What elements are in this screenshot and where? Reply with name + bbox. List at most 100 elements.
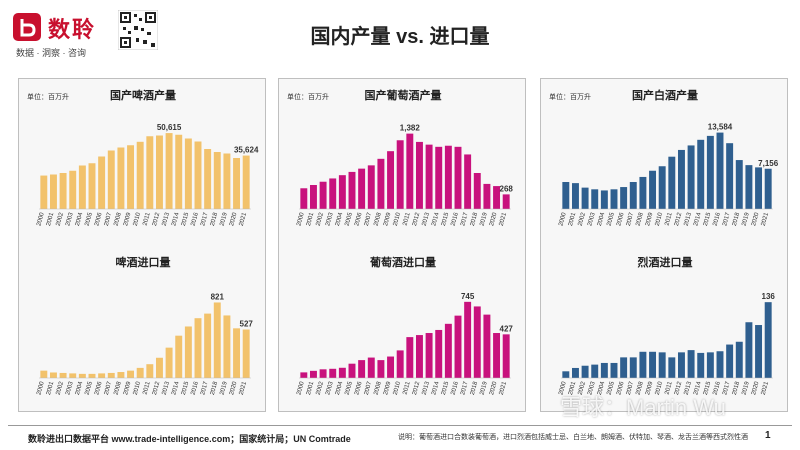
chart-title: 国产葡萄酒产量 <box>365 88 442 102</box>
tick-label: 2002 <box>55 380 65 396</box>
tick-label: 2020 <box>488 211 498 227</box>
tick-label: 2016 <box>450 380 460 396</box>
bar <box>454 146 462 209</box>
tick-label: 2016 <box>450 211 460 227</box>
page-title: 国内产量 vs. 进口量 <box>310 26 490 48</box>
tick-label: 2001 <box>305 211 315 227</box>
bar <box>658 352 666 378</box>
data-label: 7,156 <box>758 159 779 168</box>
tick-label: 2013 <box>683 211 693 227</box>
bar <box>629 357 637 378</box>
bar <box>473 306 481 378</box>
bar <box>658 166 666 209</box>
bar <box>213 302 221 378</box>
bar <box>444 145 452 209</box>
bar <box>309 185 317 209</box>
tick-label: 2015 <box>180 380 190 396</box>
tick-label: 2011 <box>402 211 412 226</box>
bar <box>562 182 570 209</box>
bar <box>367 165 375 209</box>
tick-label: 2021 <box>238 211 248 227</box>
tick-label: 2020 <box>750 211 760 227</box>
bar <box>610 189 618 209</box>
tick-label: 2012 <box>673 211 683 227</box>
tick-label: 2001 <box>567 380 577 396</box>
footer-source: 数聆进出口数据平台 www.trade-intelligence.com；国家统… <box>28 434 351 444</box>
tick-label: 2005 <box>344 380 354 396</box>
tick-label: 2006 <box>615 211 625 227</box>
tick-label: 2018 <box>469 211 479 227</box>
tick-label: 2005 <box>606 211 616 227</box>
tick-label: 2011 <box>142 380 152 395</box>
tick-label: 2011 <box>142 211 152 226</box>
tick-label: 2008 <box>635 380 645 396</box>
bar <box>175 335 183 378</box>
tick-label: 2010 <box>392 380 402 396</box>
bar <box>435 146 443 209</box>
tick-label: 2017 <box>721 380 731 396</box>
bar <box>165 347 173 378</box>
bar <box>377 360 385 378</box>
tick-label: 2017 <box>199 380 209 396</box>
panel-wine: 单位：百万升 国产葡萄酒产量 2000 2001 2002 2003 2004 2005 200… <box>278 78 526 412</box>
bar <box>59 173 67 209</box>
tick-label: 2010 <box>132 380 142 396</box>
bar <box>454 315 462 378</box>
tick-label: 2013 <box>421 211 431 227</box>
tick-label: 2005 <box>84 211 94 227</box>
tick-label: 2020 <box>228 211 238 227</box>
tick-label: 2020 <box>488 380 498 396</box>
tick-label: 2007 <box>363 380 373 396</box>
bar <box>620 187 628 209</box>
tick-label: 2012 <box>411 380 421 396</box>
tick-label: 2002 <box>315 380 325 396</box>
tick-label: 2014 <box>170 380 180 396</box>
bar <box>233 328 241 378</box>
tick-label: 2012 <box>151 211 161 227</box>
footer-divider <box>8 425 792 426</box>
bar <box>668 357 676 378</box>
bar <box>745 322 753 378</box>
bar <box>338 175 346 209</box>
bar <box>146 136 154 209</box>
bar <box>639 176 647 209</box>
tick-label: 2009 <box>382 380 392 396</box>
tick-label: 2018 <box>731 211 741 227</box>
bar <box>677 149 685 209</box>
bar <box>155 135 163 209</box>
tick-label: 2019 <box>219 380 229 396</box>
tick-label: 2001 <box>45 380 55 396</box>
bar <box>204 149 212 209</box>
bar <box>300 188 308 209</box>
tick-label: 2000 <box>295 380 305 396</box>
bar <box>687 145 695 209</box>
tick-label: 2006 <box>615 380 625 396</box>
tick-label: 2017 <box>721 211 731 227</box>
tick-label: 2014 <box>170 211 180 227</box>
bar <box>242 329 250 378</box>
tick-label: 2004 <box>334 380 344 396</box>
bar <box>396 140 404 209</box>
bar <box>435 329 443 378</box>
tick-label: 2011 <box>664 380 674 395</box>
tick-label: 2014 <box>430 380 440 396</box>
data-label: 268 <box>500 184 514 193</box>
tick-label: 2010 <box>654 380 664 396</box>
bar <box>367 357 375 378</box>
bar <box>213 152 221 209</box>
tick-label: 2003 <box>586 380 596 396</box>
tick-label: 2003 <box>64 380 74 396</box>
bar <box>473 173 481 209</box>
tick-label: 2015 <box>702 380 712 396</box>
bar <box>668 156 676 209</box>
tick-label: 2011 <box>402 380 412 395</box>
tick-label: 2000 <box>557 211 567 227</box>
tick-label: 2003 <box>64 211 74 227</box>
tick-label: 2002 <box>55 211 65 227</box>
tick-label: 2014 <box>692 380 702 396</box>
bar <box>649 170 657 209</box>
tick-label: 2001 <box>305 380 315 396</box>
bar <box>98 156 106 209</box>
bar <box>502 194 510 209</box>
